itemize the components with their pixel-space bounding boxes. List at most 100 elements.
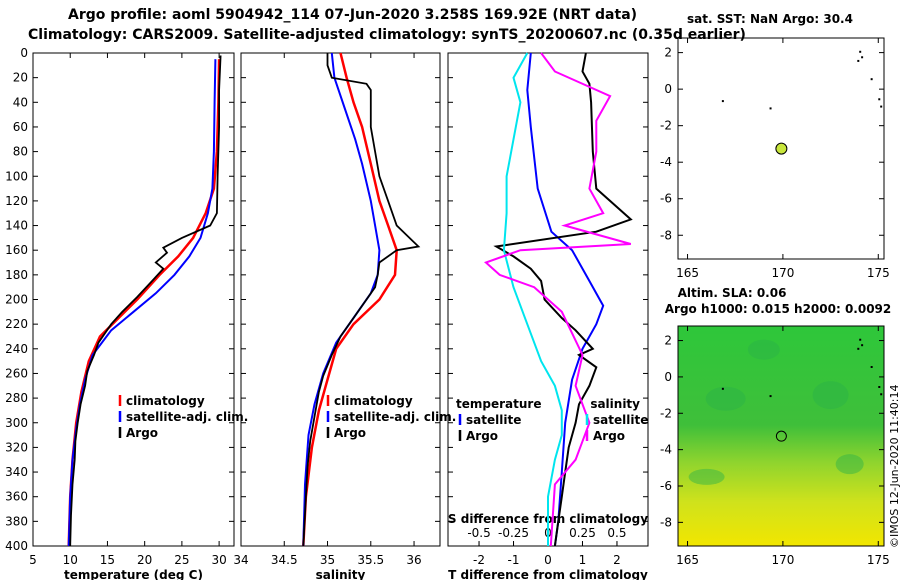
differences-top-xtick-label: 0.5 [607,526,626,540]
differences-top-xtick-label: -0.5 [467,526,490,540]
sla-map-xtick-label: 165 [676,553,699,567]
depth-tick-label: 160 [5,243,28,257]
differences-xtick-label: 1 [579,553,587,567]
salinity-xtick-label: 36 [406,553,421,567]
differences-series-t-argo [493,52,633,547]
island-coastline [859,50,862,53]
salinity-xtick-label: 34 [233,553,248,567]
depth-tick-label: 280 [5,391,28,405]
sst-map-ytick-label: -2 [660,119,672,133]
sla-map-xtick-label: 175 [867,553,890,567]
island-coastline [880,393,883,396]
depth-tick-label: 380 [5,514,28,528]
sla-map-ytick-label: 0 [664,370,672,384]
depth-tick-label: 220 [5,317,28,331]
sla-anomaly-patch [747,339,780,360]
depth-tick-label: 100 [5,169,28,183]
sst-map-ytick-label: -8 [660,228,672,242]
salinity-xtick-label: 35 [320,553,335,567]
island-coastline [721,387,724,390]
differences-series-t-satellite [526,52,605,547]
salinity-xtick-label: 35.5 [357,553,384,567]
sla-anomaly-patch [812,381,849,410]
island-coastline [880,105,883,108]
sla-map-ytick-label: -6 [660,479,672,493]
sla-anomaly-patch [835,454,864,475]
differences-series-s-satellite [502,52,563,546]
temperature-xtick-label: 20 [137,553,152,567]
differences-legend-label: satellite [593,413,648,427]
argo-float-marker [775,142,788,155]
salinity-series-satellite-adj-clim- [302,52,381,547]
depth-tick-label: 120 [5,194,28,208]
temperature-xtick-label: 10 [63,553,78,567]
salinity-xlabel: salinity [316,568,366,580]
island-coastline [721,100,724,103]
differences-top-xtick-label: 0.25 [569,526,596,540]
island-coastline [859,338,862,341]
sst-map-ytick-label: 2 [664,46,672,60]
sla-heatmap-field [678,326,884,546]
differences-xtick-label: 2 [613,553,621,567]
differences-xtick-label: -1 [508,553,520,567]
differences-series-s-argo [483,52,632,547]
sla-map-title-line1: Altim. SLA: 0.06 [678,286,787,300]
sla-map-ytick-label: -4 [660,443,672,457]
depth-tick-label: 340 [5,465,28,479]
sst-map-title: sat. SST: NaN Argo: 30.4 [687,12,853,26]
temperature-xtick-label: 25 [174,553,189,567]
salinity-legend-label: satellite-adj. clim. [334,410,456,424]
temperature-xtick-label: 30 [211,553,226,567]
depth-tick-label: 0 [20,46,28,60]
sla-anomaly-patch [705,386,746,411]
depth-tick-label: 300 [5,416,28,430]
salinity-series-climatology [302,52,398,547]
temperature-series-argo [69,55,222,547]
island-coastline [861,344,864,347]
salinity-legend-label: climatology [334,394,413,408]
differences-legend-label: Argo [466,429,498,443]
sla-map-ytick-label: 2 [664,334,672,348]
sla-map-axes-box [677,325,885,547]
island-coastline [861,56,864,59]
depth-tick-label: 20 [13,71,28,85]
sst-map-axes-box [677,37,885,260]
island-coastline [769,395,772,398]
differences-legend-label: Argo [593,429,625,443]
depth-tick-label: 240 [5,342,28,356]
island-coastline [769,107,772,110]
temperature-xlabel: temperature (deg C) [64,568,203,580]
depth-tick-label: 400 [5,539,28,553]
temperature-legend-label: Argo [126,426,158,440]
depth-tick-label: 360 [5,490,28,504]
island-coastline [870,78,873,81]
differences-legend-t-header: temperature [456,397,541,411]
island-coastline [878,98,881,101]
temperature-xtick-label: 5 [29,553,37,567]
temperature-legend-label: satellite-adj. clim. [126,410,248,424]
imos-stamp: ©IMOS 12-Jun-2020 11:40:14 [888,384,900,548]
temperature-xtick-label: 15 [100,553,115,567]
salinity-xtick-label: 34.5 [271,553,298,567]
temperature-legend-label: climatology [126,394,205,408]
depth-tick-label: 60 [13,120,28,134]
sla-map-ytick-label: -2 [660,406,672,420]
sst-map-xtick-label: 165 [676,266,699,280]
depth-tick-label: 260 [5,366,28,380]
depth-tick-label: 140 [5,219,28,233]
island-coastline [878,386,881,388]
differences-xtick-label: 0 [544,553,552,567]
differences-legend-s-header: salinity [590,397,640,411]
depth-tick-label: 180 [5,268,28,282]
depth-tick-label: 200 [5,293,28,307]
sst-map-ytick-label: -6 [660,192,672,206]
sla-map-xtick-label: 170 [771,553,794,567]
sst-map-xtick-label: 170 [771,266,794,280]
depth-tick-label: 80 [13,145,28,159]
sla-map-title-line2: Argo h1000: 0.015 h2000: 0.0092 [665,302,892,316]
sla-map-ytick-label: -8 [660,515,672,529]
island-coastline [857,59,860,62]
island-coastline [857,347,860,350]
